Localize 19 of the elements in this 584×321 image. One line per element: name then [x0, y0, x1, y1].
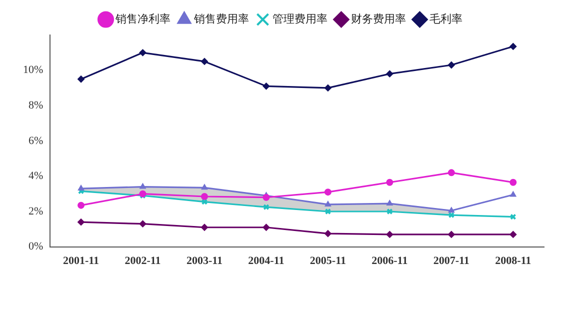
y-tick-label: 6% [28, 134, 44, 147]
legend-label: 财务费用率 [350, 12, 406, 26]
legend-label: 毛利率 [429, 12, 462, 26]
x-tick-label: 2001-11 [62, 255, 100, 268]
x-tick-label: 2008-11 [495, 255, 532, 268]
x-tick-label: 2003-11 [186, 255, 223, 268]
legend-label: 销售费用率 [192, 12, 249, 26]
x-tick-label: 2002-11 [124, 255, 161, 268]
y-tick-label: 10% [22, 64, 44, 76]
x-tick-label: 2005-11 [310, 255, 346, 268]
x-tick-label: 2006-11 [372, 255, 408, 268]
legend-label: 销售净利率 [114, 12, 170, 26]
y-tick-label: 0% [28, 240, 44, 253]
y-tick-label: 8% [28, 99, 44, 112]
x-tick-label: 2004-11 [248, 255, 284, 268]
y-tick-label: 2% [28, 205, 44, 218]
legend-label: 管理费用率 [272, 12, 328, 26]
y-tick-label: 4% [28, 170, 44, 182]
x-tick-label: 2007-11 [433, 255, 470, 268]
